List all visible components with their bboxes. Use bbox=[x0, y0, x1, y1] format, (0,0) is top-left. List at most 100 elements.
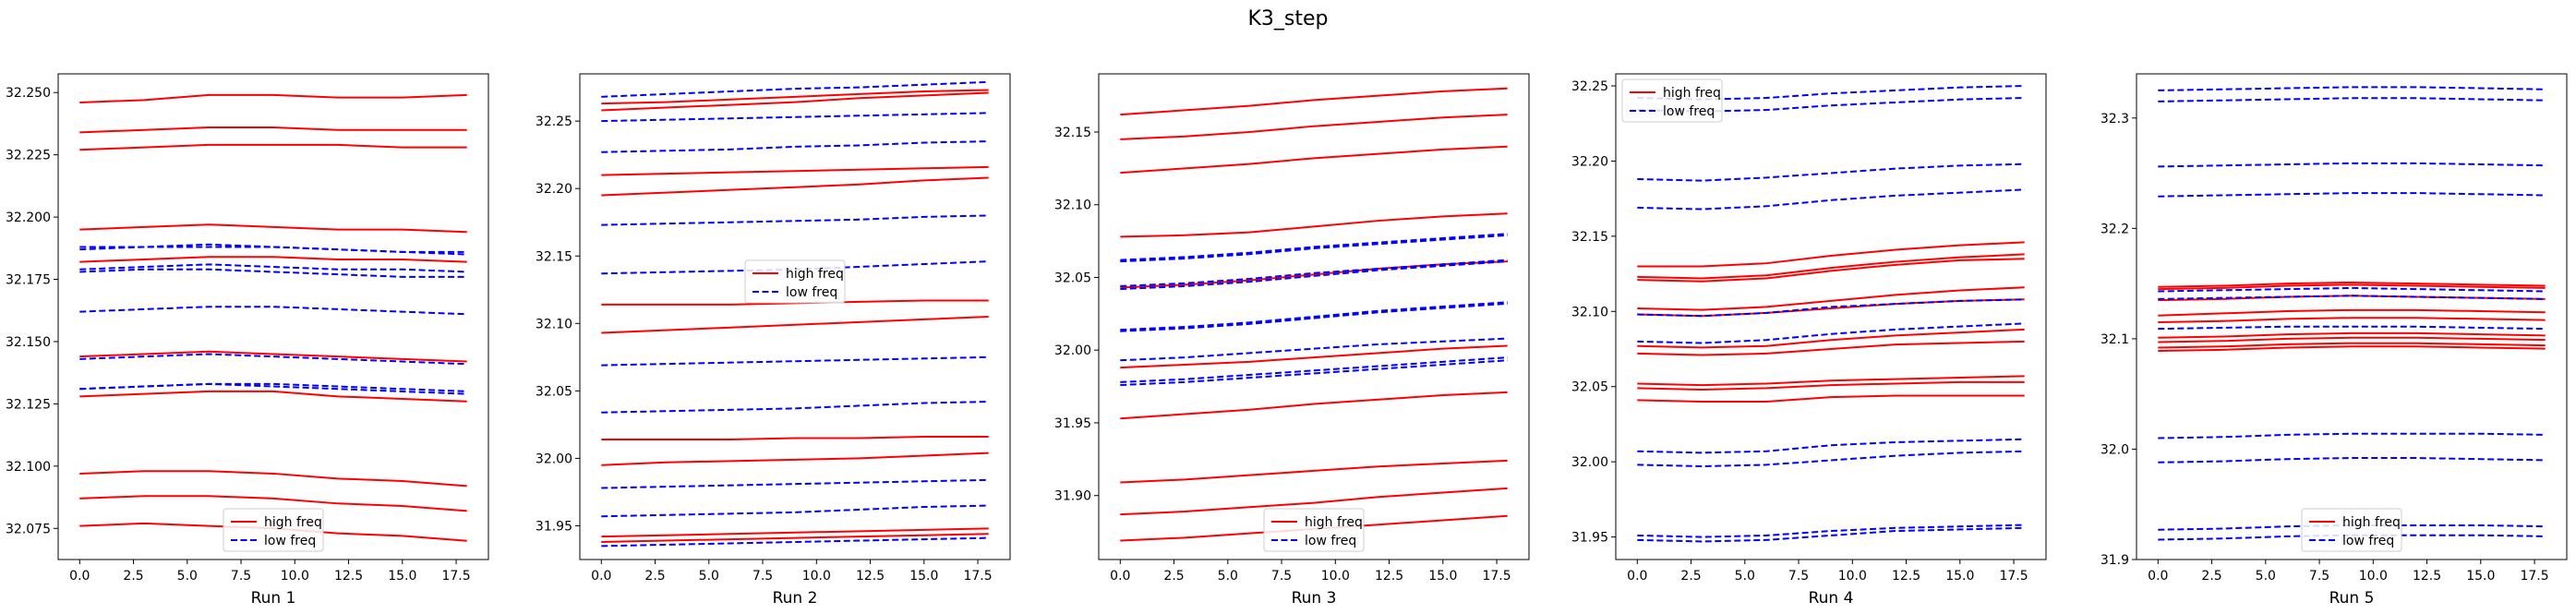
x-tick-label: 17.5 bbox=[441, 569, 470, 584]
y-tick-label: 32.20 bbox=[536, 182, 572, 197]
y-tick-label: 32.20 bbox=[1571, 154, 1608, 169]
x-tick-label: 7.5 bbox=[752, 569, 773, 584]
legend: high freq low freq bbox=[1263, 508, 1365, 552]
high-freq-line-6 bbox=[1120, 344, 1508, 369]
x-tick-label: 5.0 bbox=[177, 569, 198, 584]
low-freq-line-16 bbox=[1120, 302, 1508, 332]
legend-low-freq-label: low freq bbox=[1305, 534, 1356, 548]
subplots: 0.0 2.5 5.0 7.5 10.0 12.5 15.0 17.532.07532.100… bbox=[6, 73, 2568, 608]
legend-high-freq-label: high freq bbox=[1663, 86, 1721, 101]
legend-box bbox=[1263, 508, 1365, 552]
series-group bbox=[1120, 87, 1508, 542]
low-freq-line-11 bbox=[601, 80, 989, 98]
low-freq-line-14 bbox=[1120, 260, 1508, 291]
low-freq-line-14 bbox=[2158, 286, 2546, 293]
low-freq-line-12 bbox=[2158, 162, 2546, 168]
low-freq-line-18 bbox=[1637, 450, 2025, 468]
high-freq-line-1 bbox=[1120, 87, 1508, 116]
low-freq-line-18 bbox=[2158, 457, 2546, 464]
axes-frame bbox=[579, 73, 1011, 560]
high-freq-line-3 bbox=[601, 165, 989, 176]
high-freq-line-10 bbox=[601, 533, 989, 544]
high-freq-line-9 bbox=[1637, 380, 2025, 391]
x-tick-label: 17.5 bbox=[1999, 569, 2028, 584]
high-freq-line-2 bbox=[1120, 114, 1508, 140]
high-freq-line-7 bbox=[2158, 336, 2546, 343]
low-freq-line-15 bbox=[601, 260, 989, 275]
high-freq-line-3 bbox=[1120, 145, 1508, 175]
y-tick-label: 32.00 bbox=[536, 451, 572, 466]
high-freq-line-2 bbox=[2158, 283, 2546, 291]
high-freq-line-1 bbox=[2158, 281, 2546, 288]
series-group bbox=[1637, 85, 2025, 543]
subplot-run-1: 0.0 2.5 5.0 7.5 10.0 12.5 15.0 17.5 32.075 32.100… bbox=[6, 73, 489, 608]
low-freq-line-11 bbox=[2158, 97, 2546, 102]
high-freq-line-1 bbox=[601, 89, 989, 105]
y-tick-label: 32.25 bbox=[536, 114, 572, 129]
low-freq-line-18 bbox=[1120, 356, 1508, 383]
low-freq-line-12 bbox=[79, 246, 467, 256]
high-freq-line-9 bbox=[1120, 487, 1508, 516]
legend: high freq low freq bbox=[223, 508, 324, 552]
y-tick-label: 31.90 bbox=[1054, 489, 1091, 504]
x-tick-label: 12.5 bbox=[2413, 569, 2441, 584]
y-tick-label: 32.10 bbox=[536, 317, 572, 331]
high-freq-line-6 bbox=[601, 316, 989, 334]
y-tick-label: 32.05 bbox=[536, 384, 572, 399]
high-freq-line-2 bbox=[1637, 253, 2025, 280]
legend: high freq low freq bbox=[744, 259, 846, 304]
legend-box bbox=[223, 508, 324, 552]
high-freq-line-3 bbox=[1637, 258, 2025, 283]
low-freq-line-16 bbox=[1637, 322, 2025, 344]
x-tick-label: 0.0 bbox=[69, 569, 90, 584]
high-freq-line-2 bbox=[601, 91, 989, 112]
y-tick-label: 32.075 bbox=[6, 522, 51, 536]
x-tick-label: 10.0 bbox=[281, 569, 309, 584]
y-tick-label: 32.200 bbox=[6, 211, 51, 225]
y-tick-label: 32.10 bbox=[1054, 199, 1091, 213]
high-freq-line-9 bbox=[79, 495, 467, 512]
low-freq-line-15 bbox=[1120, 301, 1508, 331]
low-freq-line-16 bbox=[601, 355, 989, 367]
low-freq-line-14 bbox=[601, 214, 989, 226]
low-freq-line-19 bbox=[601, 504, 989, 518]
x-tick-label: 12.5 bbox=[1375, 569, 1403, 584]
x-tick-label: 12.5 bbox=[1892, 569, 1920, 584]
x-tick-label: 7.5 bbox=[1788, 569, 1809, 584]
y-tick-label: 32.25 bbox=[1571, 79, 1608, 94]
y-tick-label: 31.95 bbox=[1054, 416, 1091, 431]
low-freq-line-13 bbox=[1120, 259, 1508, 287]
high-freq-line-4 bbox=[601, 176, 989, 197]
high-freq-line-4 bbox=[1120, 212, 1508, 238]
subplot-run-4: 0.0 2.5 5.0 7.5 10.0 12.5 15.0 17.5 31.95 32.00 32… bbox=[1571, 73, 2047, 608]
legend-box bbox=[744, 259, 846, 304]
axes-frame bbox=[57, 73, 489, 560]
x-tick-label: 0.0 bbox=[1110, 569, 1130, 584]
high-freq-line-10 bbox=[1637, 394, 2025, 403]
low-freq-line-16 bbox=[79, 353, 467, 366]
y-tick-label: 32.3 bbox=[2101, 112, 2129, 126]
low-freq-line-13 bbox=[601, 140, 989, 153]
low-freq-line-19 bbox=[1120, 359, 1508, 387]
x-tick-label: 15.0 bbox=[388, 569, 416, 584]
y-tick-label: 32.175 bbox=[6, 273, 51, 288]
x-tick-label: 17.5 bbox=[2520, 569, 2548, 584]
high-freq-line-5 bbox=[79, 256, 467, 263]
x-tick-label: 7.5 bbox=[2309, 569, 2329, 584]
high-freq-line-8 bbox=[1120, 459, 1508, 484]
high-freq-line-6 bbox=[2158, 331, 2546, 339]
axes-frame bbox=[2136, 73, 2568, 560]
legend-high-freq-label: high freq bbox=[2342, 515, 2401, 530]
legend-low-freq-label: low freq bbox=[264, 534, 316, 548]
low-freq-line-18 bbox=[79, 382, 467, 392]
low-freq-line-11 bbox=[1120, 233, 1508, 261]
high-freq-line-8 bbox=[79, 470, 467, 488]
x-tick-label: 17.5 bbox=[1482, 569, 1511, 584]
x-tick-label: 5.0 bbox=[699, 569, 719, 584]
legend-low-freq-label: low freq bbox=[786, 285, 837, 300]
high-freq-line-4 bbox=[2158, 308, 2546, 317]
low-freq-line-15 bbox=[79, 306, 467, 316]
high-freq-line-7 bbox=[79, 390, 467, 403]
x-axis-label: Run 5 bbox=[2329, 589, 2375, 608]
y-tick-label: 32.125 bbox=[6, 397, 51, 412]
